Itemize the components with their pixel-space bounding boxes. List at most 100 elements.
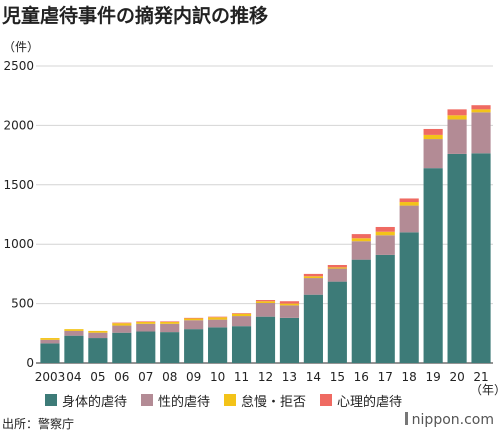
bar-segment <box>471 153 491 363</box>
bar-segment <box>327 267 347 269</box>
bar-segment <box>471 105 491 110</box>
y-tick-label: 0 <box>26 356 34 370</box>
x-tick-label: 14 <box>306 370 321 384</box>
x-tick-label: 20 <box>449 370 464 384</box>
x-tick-label: 06 <box>114 370 129 384</box>
bar-segment <box>184 317 204 319</box>
bar-segment <box>471 109 491 113</box>
bar-segment <box>423 128 443 135</box>
bar-segment <box>447 115 467 120</box>
x-tick-label: 04 <box>66 370 81 384</box>
legend-item-psychological: 心理的虐待 <box>320 391 402 410</box>
bar-segment <box>303 294 323 363</box>
bar-segment <box>64 329 84 331</box>
bar-segment <box>327 264 347 268</box>
bar-segment <box>375 235 395 255</box>
legend-label: 身体的虐待 <box>62 394 128 410</box>
x-tick-label: 07 <box>138 370 153 384</box>
y-tick-label: 1000 <box>3 237 34 251</box>
x-tick-label: 11 <box>234 370 249 384</box>
y-tick-label: 500 <box>11 297 34 311</box>
bar-segment <box>231 316 252 327</box>
source-note: 出所：警察庁 <box>2 417 75 431</box>
chart-legend: 身体的虐待 性的虐待 怠慢・拒否 心理的虐待 <box>45 390 416 410</box>
bar-segment <box>112 332 132 363</box>
bar-segment <box>303 273 323 277</box>
bar-segment <box>279 317 300 363</box>
x-tick-label: 08 <box>162 370 177 384</box>
bar-segment <box>160 323 180 333</box>
bar-segment <box>351 259 371 363</box>
bar-segment <box>231 326 252 363</box>
legend-swatch <box>141 394 154 406</box>
bar-segment <box>351 238 371 242</box>
bar-segment <box>184 318 204 321</box>
bar-segment <box>184 329 204 363</box>
bar-segment <box>375 231 395 236</box>
nippon-logo[interactable]: nippon.com <box>404 412 494 428</box>
bar-segment <box>303 278 323 295</box>
y-tick-label: 2500 <box>3 59 34 73</box>
legend-swatch <box>45 394 57 406</box>
legend-swatch <box>320 394 333 406</box>
bar-segment <box>160 321 180 323</box>
bar-segment <box>399 202 419 206</box>
x-tick-label: 10 <box>210 370 225 384</box>
x-tick-label: 16 <box>354 370 369 384</box>
x-tick-label: 09 <box>186 370 201 384</box>
bar-segment <box>208 327 228 363</box>
bar-segment <box>88 338 108 363</box>
bar-segment <box>423 139 443 169</box>
bar-segment <box>40 338 60 340</box>
chart-title: 児童虐待事件の摘発内訳の推移 <box>2 5 269 27</box>
bar-segment <box>399 205 419 233</box>
bar-segment <box>88 332 108 339</box>
bar-segment <box>255 303 276 317</box>
bar-segment <box>231 313 252 317</box>
legend-item-physical: 身体的虐待 <box>45 391 127 410</box>
x-axis-unit: （年） <box>470 383 500 397</box>
bar-segment <box>64 335 84 363</box>
bar-segment <box>375 254 395 363</box>
bar-segment <box>471 112 491 154</box>
bar-segment <box>40 343 60 363</box>
legend-swatch <box>224 394 237 406</box>
x-tick-label: 18 <box>402 370 417 384</box>
legend-item-sexual: 性的虐待 <box>141 391 210 410</box>
bar-segment <box>136 323 156 332</box>
bar-segment <box>351 234 371 239</box>
y-tick-label: 1500 <box>3 178 34 192</box>
y-tick-label: 2000 <box>3 118 34 132</box>
logo-bar-icon <box>404 412 408 425</box>
bar-segment <box>231 313 252 314</box>
bar-segment <box>208 319 228 328</box>
bar-segment <box>160 332 180 363</box>
bar-segment <box>447 119 467 154</box>
logo-text: nippon.com <box>411 412 494 428</box>
bar-segment <box>255 301 276 304</box>
bar-segment <box>279 303 300 306</box>
bar-segment <box>303 276 323 279</box>
x-tick-label: 15 <box>330 370 345 384</box>
bar-segment <box>423 134 443 140</box>
bar-segment <box>423 168 443 363</box>
legend-label: 性的虐待 <box>158 394 211 410</box>
x-tick-label: 13 <box>282 370 297 384</box>
bar-segment <box>136 322 156 324</box>
bar-segment <box>112 325 132 333</box>
bar-segment <box>88 330 108 333</box>
bar-segment <box>160 322 180 324</box>
legend-label: 怠慢・拒否 <box>241 394 307 410</box>
bar-segment <box>279 305 300 318</box>
x-tick-label: 17 <box>378 370 393 384</box>
y-axis-unit: （件） <box>3 40 40 54</box>
x-tick-label: 12 <box>258 370 273 384</box>
bar-segment <box>136 321 156 323</box>
bar-segment <box>112 323 132 326</box>
legend-label: 心理的虐待 <box>337 394 403 410</box>
bar-segment <box>327 281 347 363</box>
x-tick-label: 21 <box>473 370 488 384</box>
x-tick-label: 05 <box>90 370 105 384</box>
legend-item-neglect: 怠慢・拒否 <box>224 391 306 410</box>
